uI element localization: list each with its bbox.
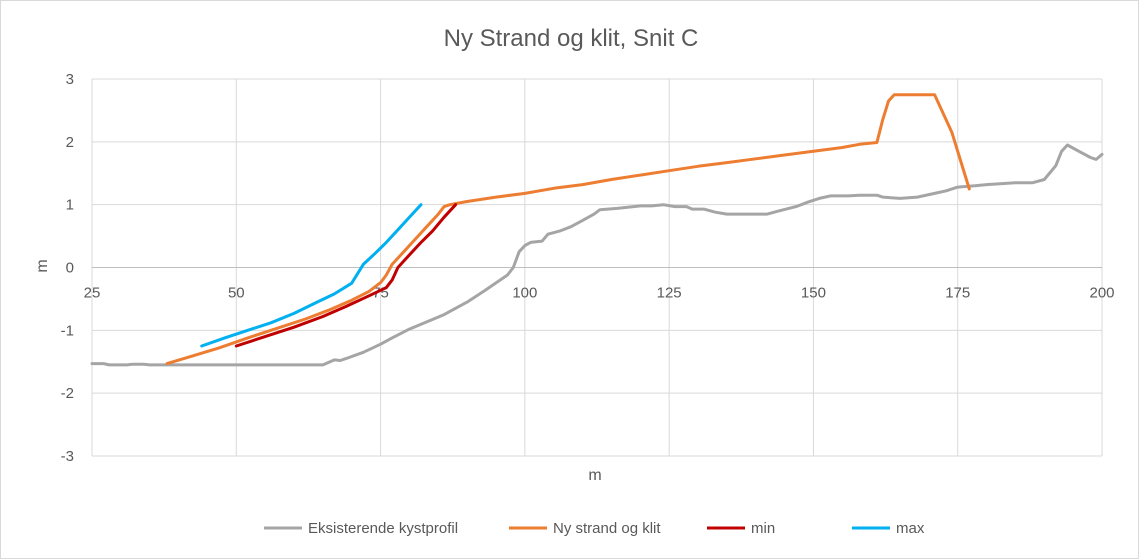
y-tick-label: -3 <box>61 448 74 465</box>
y-tick-label: 0 <box>66 260 74 277</box>
legend-label: min <box>751 520 775 537</box>
y-tick-label: 1 <box>66 197 74 214</box>
chart-title: Ny Strand og klit, Snit C <box>444 25 699 52</box>
series-line-1 <box>165 93 971 366</box>
series-line-0 <box>90 143 1104 367</box>
legend-item: min <box>707 520 775 537</box>
y-tick-label: -2 <box>61 385 74 402</box>
y-tick-label: -1 <box>61 322 74 339</box>
legend-label: Eksisterende kystprofil <box>308 520 458 537</box>
x-axis-title: m <box>588 467 601 484</box>
x-tick-label: 175 <box>945 285 970 302</box>
legend: Eksisterende kystprofil Ny strand og klit… <box>264 520 925 537</box>
x-tick-label: 25 <box>84 285 101 302</box>
y-axis-title: m <box>34 259 51 272</box>
x-tick-label: 125 <box>657 285 682 302</box>
y-tick-label: 3 <box>66 71 74 88</box>
legend-item: Ny strand og klit <box>509 520 661 537</box>
y-tick-label: 2 <box>66 134 74 151</box>
legend-label: max <box>896 520 925 537</box>
legend-item: max <box>852 520 925 537</box>
series-lines <box>90 93 1104 367</box>
x-tick-label: 150 <box>801 285 826 302</box>
legend-label: Ny strand og klit <box>553 520 661 537</box>
legend-item: Eksisterende kystprofil <box>264 520 458 537</box>
series-line-3 <box>200 203 423 348</box>
x-tick-label: 100 <box>512 285 537 302</box>
series-line-2 <box>234 203 458 348</box>
x-tick-label: 200 <box>1089 285 1114 302</box>
x-tick-label: 50 <box>228 285 245 302</box>
